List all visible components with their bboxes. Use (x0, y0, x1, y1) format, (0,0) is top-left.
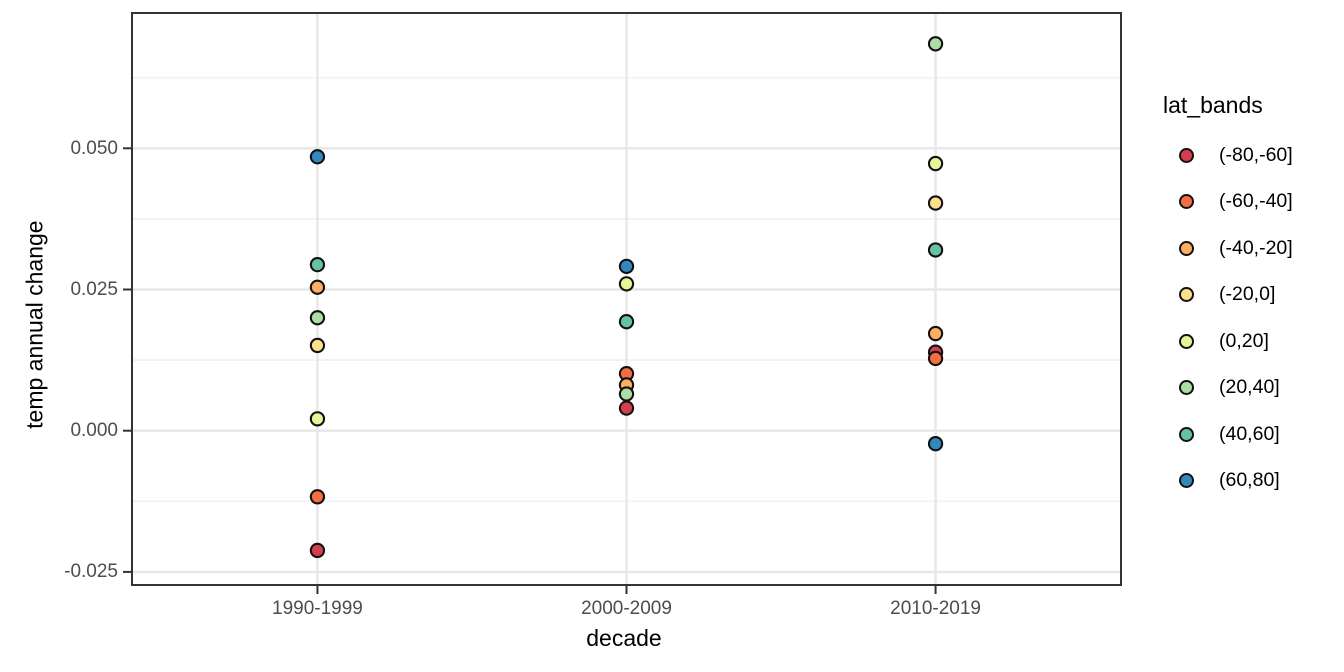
legend-item: (20,40] (1179, 376, 1293, 400)
legend-item-label: (20,40] (1219, 376, 1280, 398)
legend-swatch (1179, 147, 1194, 163)
x-tick-label: 1990-1999 (272, 598, 363, 619)
data-point (927, 155, 944, 172)
x-tick-label: 2000-2009 (581, 598, 672, 619)
legend-item: (0,20] (1179, 329, 1293, 353)
x-tick-label: 2010-2019 (890, 598, 981, 619)
legend-item-label: (40,60] (1219, 422, 1280, 445)
legend-item: (-60,-40] (1179, 190, 1293, 214)
data-point (618, 276, 635, 292)
data-point (618, 386, 635, 402)
data-point (618, 258, 635, 274)
data-point (927, 242, 944, 258)
legend-swatch (1179, 333, 1194, 349)
data-point (309, 337, 326, 354)
legend-item: (-20,0] (1179, 283, 1293, 307)
legend-item: (40,60] (1179, 422, 1293, 446)
legend-swatch (1179, 287, 1194, 302)
legend-item-label: (0,20] (1219, 329, 1269, 352)
legend-swatch (1179, 194, 1194, 209)
data-point (618, 400, 635, 416)
legend-item-label: (-80,-60] (1219, 143, 1293, 166)
y-tick-label: -0.025 (64, 561, 118, 583)
data-point (927, 195, 944, 211)
legend-swatch (1179, 380, 1194, 395)
y-tick-label: 0.050 (70, 137, 118, 159)
data-point (309, 489, 326, 505)
data-point (309, 279, 326, 295)
data-point (927, 36, 944, 52)
data-point (309, 542, 326, 559)
legend-item-label: (60,80] (1219, 469, 1280, 491)
data-point (309, 149, 326, 165)
data-point (927, 350, 944, 367)
legend-item: (-40,-20] (1179, 236, 1293, 260)
y-tick-label: 0.025 (70, 279, 118, 300)
data-point (309, 256, 326, 273)
x-axis-title: decade (586, 625, 662, 651)
legend-items: (-80,-60] (-60,-40] (-40,-20] (-20,0] (0… (1179, 143, 1293, 493)
legend-item-label: (-20,0] (1219, 283, 1276, 305)
legend-swatch (1179, 473, 1194, 488)
legend-item-label: (-60,-40] (1219, 190, 1293, 212)
legend-item-label: (-40,-20] (1219, 236, 1293, 259)
y-tick-label: 0.000 (70, 420, 118, 442)
legend-item: (60,80] (1179, 469, 1293, 493)
data-point (618, 314, 635, 330)
data-point (927, 325, 944, 342)
data-point (927, 436, 944, 452)
y-axis-title: temp annual change (21, 220, 48, 429)
legend-swatch (1179, 240, 1194, 256)
data-point (309, 310, 326, 326)
legend-swatch (1179, 426, 1194, 442)
legend-item: (-80,-60] (1179, 143, 1293, 167)
data-point (309, 411, 326, 427)
legend-title: lat_bands (1163, 92, 1263, 118)
legend: lat_bands (-80,-60] (-60,-40] (-40,-20] … (1163, 92, 1293, 493)
